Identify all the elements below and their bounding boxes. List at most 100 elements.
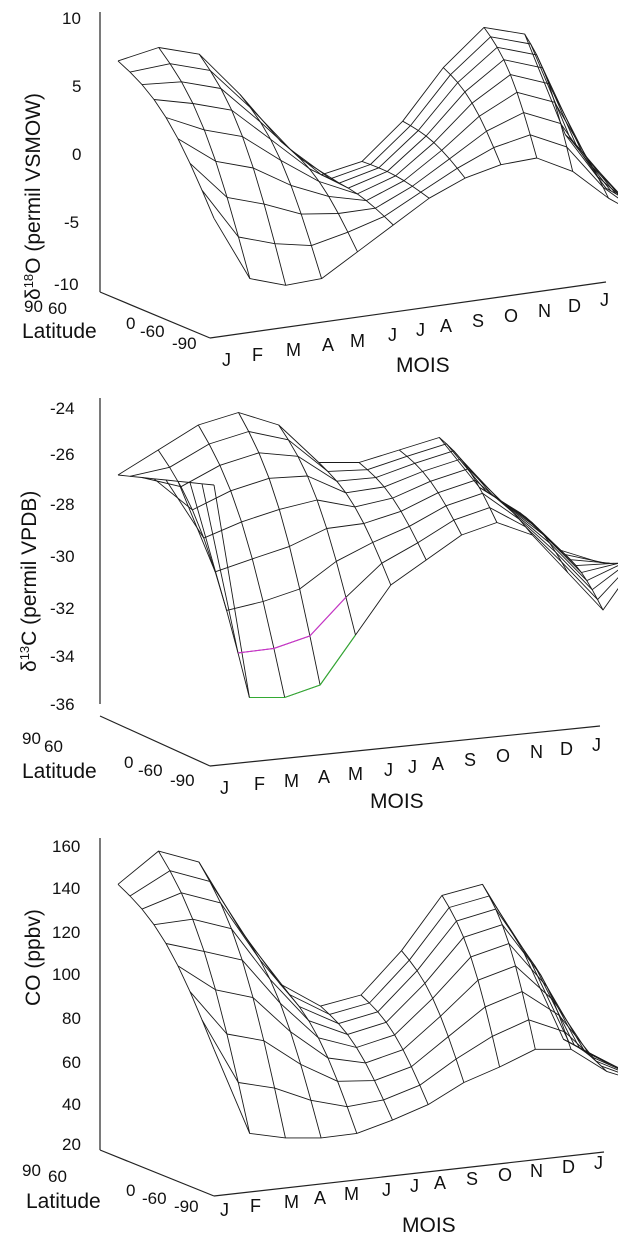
month-tick: M: [286, 340, 301, 360]
mesh-latitude-line: [189, 112, 618, 215]
ztick: -10: [54, 275, 79, 294]
ztick: 160: [52, 837, 80, 856]
mesh-month-line: [238, 412, 321, 686]
lat-axis-label: Latitude: [22, 320, 97, 343]
month-tick: J: [594, 1153, 603, 1173]
lat-tick: -60: [140, 322, 165, 341]
month-tick: A: [440, 316, 452, 336]
mesh-month-line: [278, 424, 356, 636]
panel-d18o-month-ticks: J F M A M J J A S O N D J MOIS: [222, 290, 609, 377]
mesh-month-line: [157, 449, 250, 698]
mesh-month-line: [398, 449, 462, 536]
panel-co-mesh: [117, 850, 618, 1139]
panel-co-z-axis: 160 140 120 100 80 60 40 20 CO (ppbv): [22, 837, 101, 1154]
month-tick: N: [530, 1161, 543, 1181]
month-tick: A: [432, 754, 444, 774]
x-axis-label: MOIS: [396, 354, 450, 377]
mesh-month-line: [439, 437, 498, 523]
ztick: 40: [62, 1095, 81, 1114]
lat-tick: 90: [22, 1161, 41, 1180]
mesh-month-line: [524, 33, 574, 172]
lat-tick: 0: [126, 314, 135, 333]
mesh-month-line: [197, 424, 286, 698]
month-tick: O: [496, 746, 510, 766]
ztick: 60: [62, 1053, 81, 1072]
month-tick: F: [252, 345, 263, 365]
ztick: 5: [72, 77, 81, 96]
month-tick: S: [466, 1169, 478, 1189]
ztick: -26: [50, 445, 75, 464]
panel-d13c-lat-axis: 90 60 0 -60 -90 Latitude: [22, 715, 601, 790]
month-tick: J: [384, 760, 393, 780]
mesh-highlight-line: [249, 634, 356, 699]
mesh-latitude-line: [189, 482, 618, 611]
mesh-latitude-line: [201, 134, 618, 247]
x-axis-label: MOIS: [402, 1214, 456, 1237]
mesh-latitude-line: [165, 74, 618, 195]
mesh-month-line: [280, 140, 358, 252]
mesh-month-line: [239, 94, 323, 279]
mesh-month-line: [563, 1038, 608, 1072]
lat-tick: -90: [170, 771, 195, 790]
mesh-month-line: [279, 983, 358, 1134]
panel-d13c-month-ticks: J F M A M J J A S O N D J MOIS: [220, 735, 601, 813]
lat-tick: 0: [126, 1181, 135, 1200]
panel-d18o-z-axis: 10 5 0 -5 -10 δ18O (permil VSMOW): [21, 9, 101, 300]
mesh-latitude-line: [189, 991, 618, 1082]
mesh-latitude-line: [117, 412, 601, 563]
panel-d18o: 10 5 0 -5 -10 δ18O (permil VSMOW) 90 60 …: [21, 9, 618, 377]
ztick: -28: [50, 495, 75, 514]
month-tick: M: [350, 331, 365, 351]
mesh-latitude-line: [129, 431, 605, 564]
mesh-highlight-line: [237, 596, 347, 654]
month-tick: J: [600, 290, 609, 310]
panel-co: 160 140 120 100 80 60 40 20 CO (ppbv) 90…: [22, 837, 618, 1237]
mesh-latitude-line: [165, 943, 618, 1069]
ztick: 10: [62, 9, 81, 28]
mesh-month-line: [522, 950, 572, 1050]
panel-co-month-ticks: J F M A M J J A S O N D J MOIS: [220, 1153, 603, 1237]
mesh-month-line: [519, 512, 569, 573]
ztick: 100: [52, 965, 80, 984]
month-tick: A: [434, 1173, 446, 1193]
mesh-latitude-line: [177, 965, 618, 1070]
mesh-month-line: [599, 562, 618, 564]
lat-axis-label: Latitude: [26, 1190, 101, 1213]
ztick: -5: [64, 213, 79, 232]
month-tick: F: [250, 1196, 261, 1216]
panel-d18o-mesh: [117, 26, 618, 286]
month-tick: J: [388, 325, 397, 345]
mesh-month-line: [320, 1005, 393, 1121]
lat-tick: -90: [174, 1197, 199, 1216]
mesh-latitude-line: [141, 46, 616, 194]
month-tick: N: [538, 301, 551, 321]
lat-tick: 90: [22, 729, 41, 748]
month-tick: A: [314, 1188, 326, 1208]
panel-d13c: -24 -26 -28 -30 -32 -34 -36 δ13C (permil…: [17, 398, 618, 813]
lat-tick: -90: [172, 334, 197, 353]
mesh-latitude-line: [201, 483, 618, 654]
month-tick: J: [592, 735, 601, 755]
ztick: 80: [62, 1009, 81, 1028]
panel-d18o-lat-axis: 90 60 0 -60 -90 Latitude: [22, 281, 607, 353]
month-tick: S: [464, 750, 476, 770]
z-axis-label: δ13C (permil VPDB): [17, 491, 41, 672]
month-tick: D: [562, 1157, 575, 1177]
month-tick: J: [222, 350, 231, 370]
lat-tick: -60: [138, 761, 163, 780]
mesh-month-line: [361, 160, 430, 199]
ztick: 20: [62, 1135, 81, 1154]
ztick: 0: [72, 145, 81, 164]
mesh-month-line: [402, 120, 466, 179]
month-tick: M: [284, 1192, 299, 1212]
month-tick: D: [568, 296, 581, 316]
mesh-latitude-line: [141, 450, 610, 564]
month-tick: F: [254, 774, 265, 794]
month-tick: O: [504, 306, 518, 326]
mesh-month-line: [158, 47, 251, 279]
mesh-month-line: [318, 462, 392, 586]
ztick: -24: [50, 399, 75, 418]
mesh-month-line: [605, 187, 618, 196]
mesh-latitude-line: [177, 91, 618, 202]
